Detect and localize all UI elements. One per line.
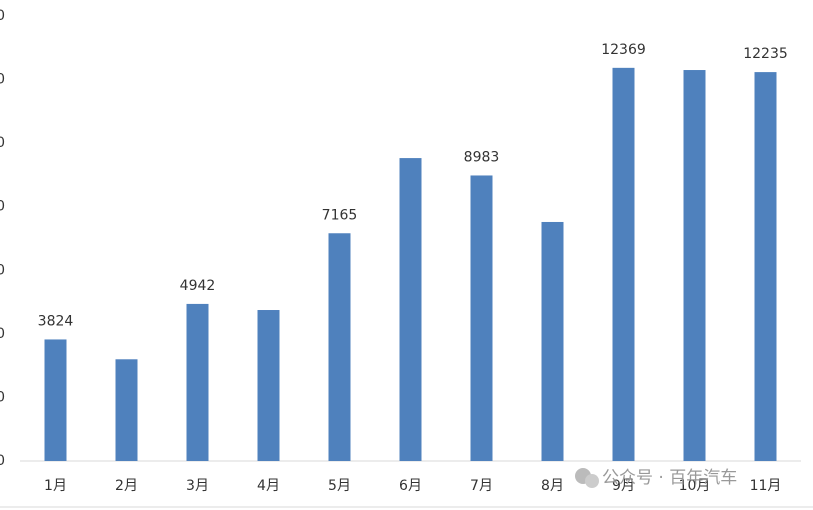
value-label: 12369 <box>601 42 646 58</box>
y-tick-label: 0 <box>0 453 5 469</box>
y-tick-label: 6000 <box>0 262 5 278</box>
value-label: 3824 <box>38 313 74 329</box>
watermark: 公众号 · 百年汽车 <box>575 468 737 488</box>
x-tick-label: 10月 <box>679 478 711 494</box>
bar <box>683 70 706 462</box>
x-tick-label: 6月 <box>399 478 422 494</box>
x-tick-label: 9月 <box>612 478 635 494</box>
value-label: 8983 <box>464 149 500 165</box>
watermark-icon <box>585 474 599 488</box>
y-tick-label: 2000 <box>0 389 5 405</box>
x-tick-label: 1月 <box>44 478 67 494</box>
bar <box>115 359 138 461</box>
bar <box>541 221 564 461</box>
watermark-text: 公众号 · 百年汽车 <box>602 468 737 488</box>
x-tick-label: 11月 <box>750 478 782 494</box>
x-tick-label: 4月 <box>257 478 280 494</box>
bar <box>186 303 209 461</box>
bar <box>612 67 635 461</box>
x-tick-label: 7月 <box>470 478 493 494</box>
value-label: 7165 <box>322 207 358 223</box>
x-tick-label: 3月 <box>186 478 209 494</box>
value-label: 12235 <box>743 46 788 62</box>
bar <box>44 339 67 461</box>
y-tick-label: 12000 <box>0 72 5 88</box>
bar <box>470 175 493 461</box>
bar <box>257 310 280 461</box>
value-label: 4942 <box>180 278 216 294</box>
x-tick-label: 8月 <box>541 478 564 494</box>
x-tick-label: 2月 <box>115 478 138 494</box>
y-tick-label: 10000 <box>0 135 5 151</box>
y-tick-label: 4000 <box>0 326 5 342</box>
x-tick-label: 5月 <box>328 478 351 494</box>
bar <box>328 233 351 461</box>
y-tick-label: 8000 <box>0 199 5 215</box>
bar <box>399 158 422 461</box>
y-tick-label: 14000 <box>0 8 5 24</box>
bar <box>754 72 777 462</box>
